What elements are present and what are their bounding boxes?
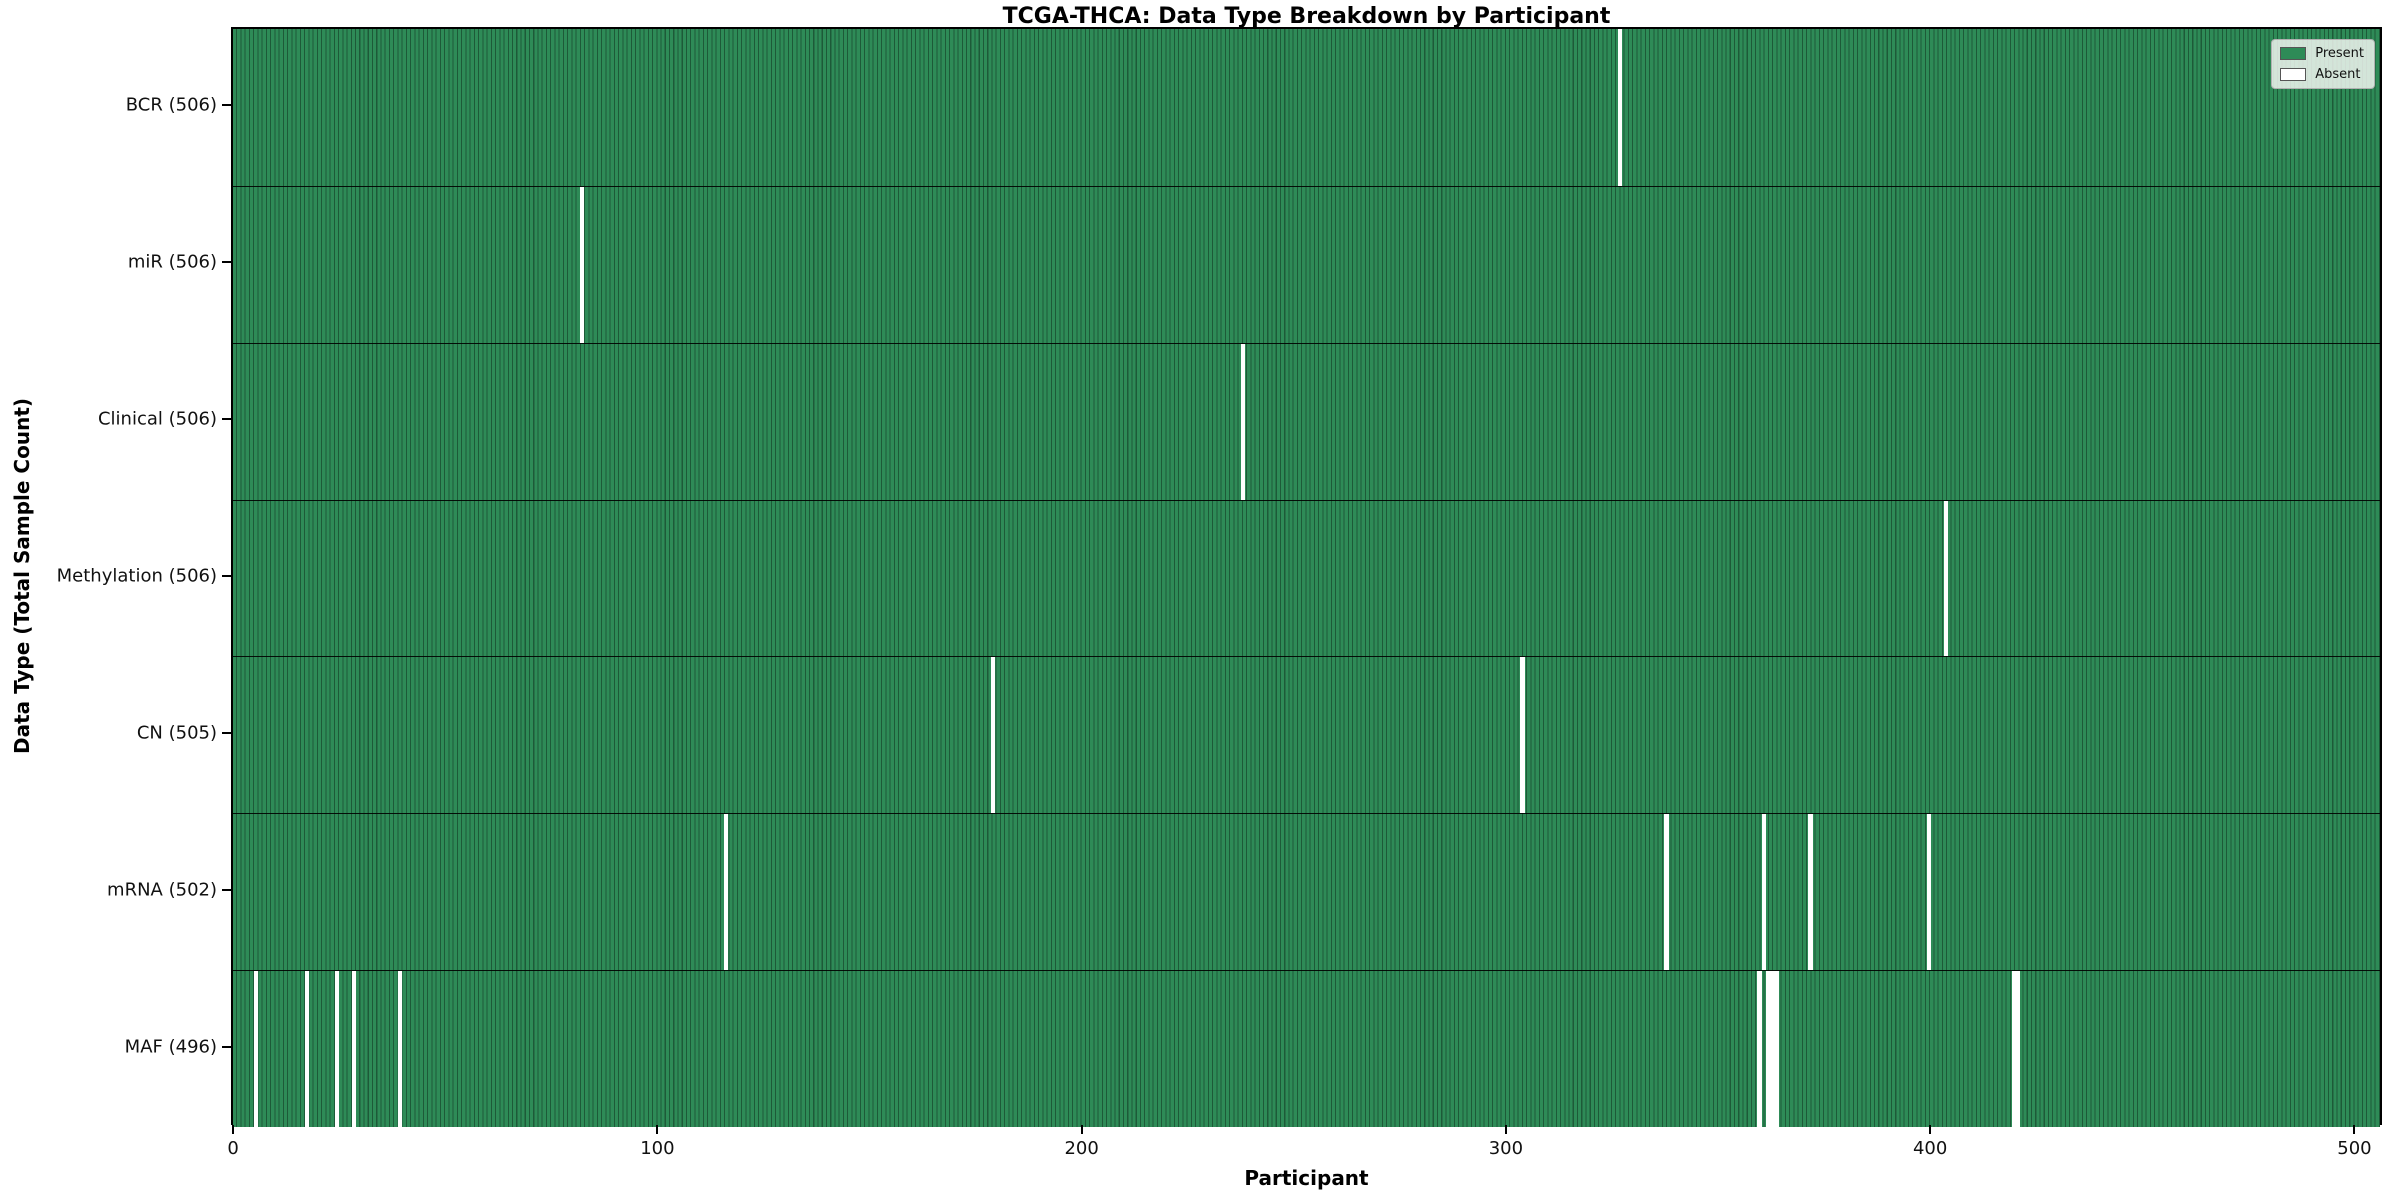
x-tick-label-100: 100: [640, 1138, 675, 1159]
absent-stripe: [334, 971, 339, 1127]
chart-title: TCGA-THCA: Data Type Breakdown by Partic…: [1002, 4, 1611, 29]
chart-row-Methylation: [233, 499, 2380, 657]
absent-stripe: [1240, 343, 1246, 500]
x-tick-label-500: 500: [2337, 1138, 2372, 1159]
plot-area: Present Absent: [231, 27, 2382, 1127]
absent-stripe: [1664, 814, 1669, 971]
legend-swatch-absent-icon: [2280, 68, 2307, 81]
absent-stripe: [1757, 971, 1762, 1127]
absent-stripe: [304, 971, 310, 1127]
legend-entry-present: Present: [2280, 46, 2364, 61]
row-label-MAF: MAF (496): [124, 1036, 217, 1058]
y-tick-mark: [222, 418, 231, 421]
absent-stripe: [991, 657, 996, 814]
chart-row-Clinical: [233, 342, 2380, 500]
x-tick-label-200: 200: [1064, 1138, 1099, 1159]
legend-swatch-present-icon: [2280, 47, 2307, 60]
absent-stripe: [1943, 500, 1949, 657]
absent-stripe: [254, 971, 259, 1127]
row-label-miR: miR (506): [127, 251, 217, 273]
x-tick-mark: [656, 1125, 659, 1134]
x-tick-label-300: 300: [1488, 1138, 1524, 1159]
y-axis-label: Data Type (Total Sample Count): [10, 397, 34, 755]
absent-stripe: [1617, 29, 1622, 186]
absent-stripe: [351, 971, 356, 1127]
row-label-Methylation: Methylation (506): [56, 565, 217, 587]
y-tick-mark: [222, 1045, 231, 1048]
y-tick-mark: [222, 575, 231, 577]
x-tick-label-400: 400: [1912, 1138, 1948, 1159]
y-tick-mark: [222, 104, 231, 107]
x-tick-mark: [1080, 1125, 1083, 1134]
absent-stripe: [1520, 657, 1525, 814]
absent-stripe: [2011, 971, 2016, 1127]
x-tick-mark: [1929, 1125, 1932, 1134]
absent-stripe: [2015, 971, 2021, 1127]
chart-row-MAF: [233, 970, 2380, 1127]
absent-stripe: [1808, 814, 1813, 971]
chart-row-mRNA: [233, 813, 2380, 971]
x-axis-label: Participant: [1244, 1166, 1369, 1190]
legend: Present Absent: [2271, 39, 2375, 89]
absent-stripe: [1774, 971, 1779, 1127]
x-tick-mark: [2353, 1125, 2356, 1134]
absent-stripe: [724, 814, 729, 971]
absent-stripe: [398, 971, 403, 1127]
y-tick-mark: [222, 731, 231, 734]
absent-stripe: [580, 186, 585, 343]
chart-row-BCR: [233, 29, 2380, 186]
x-tick-mark: [1504, 1125, 1507, 1134]
x-tick-mark: [232, 1125, 235, 1134]
row-label-CN: CN (505): [136, 722, 217, 744]
absent-stripe: [1761, 814, 1766, 971]
x-tick-label-0: 0: [227, 1138, 239, 1159]
chart-row-miR: [233, 185, 2380, 343]
row-label-mRNA: mRNA (502): [107, 879, 217, 901]
y-tick-mark: [222, 261, 231, 264]
absent-stripe: [1765, 971, 1771, 1127]
row-label-Clinical: Clinical (506): [97, 408, 217, 430]
chart-row-CN: [233, 656, 2380, 814]
legend-entry-absent: Absent: [2280, 67, 2364, 82]
legend-label-absent: Absent: [2315, 67, 2361, 82]
row-label-BCR: BCR (506): [125, 94, 217, 116]
legend-label-present: Present: [2315, 46, 2364, 61]
absent-stripe: [1770, 971, 1775, 1127]
absent-stripe: [1926, 814, 1932, 971]
y-tick-mark: [222, 888, 231, 891]
